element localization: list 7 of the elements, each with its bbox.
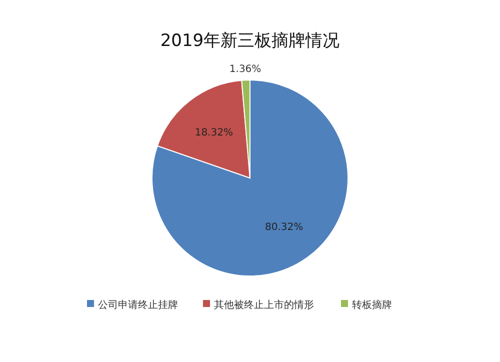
- data-label: 1.36%: [229, 64, 262, 76]
- legend-label: 公司申请终止挂牌: [98, 299, 178, 311]
- data-label: 80.32%: [265, 222, 304, 233]
- data-label: 18.32%: [194, 128, 233, 139]
- legend-label: 转板摘牌: [352, 299, 392, 311]
- chart-title: 2019年新三板摘牌情况: [160, 31, 340, 51]
- legend-label: 其他被终止上市的情形: [214, 299, 314, 311]
